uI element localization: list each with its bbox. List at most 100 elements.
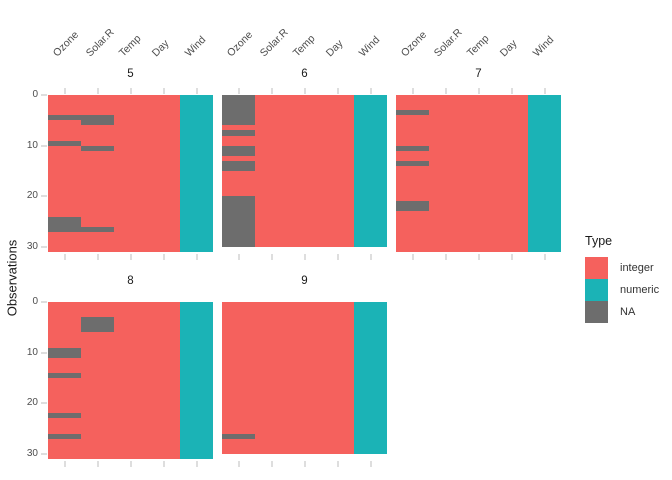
x-axis-tick-top	[336, 88, 339, 94]
x-axis-tick-top	[444, 88, 447, 94]
tiles-na-ozone	[222, 95, 255, 126]
tiles-na-solarr	[81, 226, 114, 232]
x-axis-tick-bottom	[237, 461, 240, 467]
y-axis-tick-label: 20	[26, 397, 38, 409]
facet-panel-7	[396, 95, 561, 252]
y-axis-tick	[41, 245, 47, 248]
x-axis-tick-bottom	[369, 461, 372, 467]
x-axis-label-solarr: Solar.R	[431, 26, 465, 60]
tiles-na-ozone	[222, 196, 255, 247]
facet-panel-8	[48, 302, 213, 459]
x-axis-tick-bottom	[270, 254, 273, 260]
tiles-na-ozone	[48, 372, 81, 378]
x-axis-tick-bottom	[195, 461, 198, 467]
x-axis-label-solarr: Solar.R	[83, 26, 117, 60]
y-axis-tick-label: 30	[26, 447, 38, 459]
x-axis-tick-top	[543, 88, 546, 94]
x-axis-tick-bottom	[162, 254, 165, 260]
x-axis-tick-bottom	[477, 254, 480, 260]
facet-strip-label-7: 7	[475, 68, 482, 80]
tiles-na-ozone	[222, 145, 255, 156]
facet-strip-label-9: 9	[301, 275, 308, 287]
x-axis-label-wind: Wind	[182, 33, 208, 60]
x-axis-tick-top	[63, 88, 66, 94]
x-axis-tick-top	[162, 88, 165, 94]
legend-entry-na: NA	[585, 301, 659, 323]
tiles-na-ozone	[48, 140, 81, 146]
x-axis-label-temp: Temp	[464, 32, 491, 60]
y-axis-tick	[41, 144, 47, 147]
tiles-na-solarr	[81, 115, 114, 126]
legend-entries: integer numeric NA	[585, 257, 659, 323]
tiles-na-solarr	[81, 145, 114, 151]
x-axis-tick-bottom	[129, 254, 132, 260]
legend-swatch-integer	[585, 257, 608, 279]
x-axis-tick-bottom	[411, 254, 414, 260]
x-axis-tick-bottom	[336, 461, 339, 467]
x-axis-tick-bottom	[63, 254, 66, 260]
x-axis-label-day: Day	[323, 37, 346, 60]
tiles-numeric-wind	[354, 302, 387, 454]
x-axis-tick-bottom	[510, 254, 513, 260]
legend-label: numeric	[620, 284, 660, 296]
tiles-na-ozone	[48, 216, 81, 232]
x-axis-tick-bottom	[162, 461, 165, 467]
tiles-na-ozone	[48, 347, 81, 358]
x-axis-label-ozone: Ozone	[224, 28, 255, 60]
legend-title: Type	[585, 234, 613, 248]
x-axis-tick-bottom	[195, 254, 198, 260]
y-axis-tick-label: 0	[32, 296, 38, 307]
x-axis-label-solarr: Solar.R	[257, 26, 291, 60]
legend-swatch-na	[585, 301, 608, 323]
tiles-na-ozone	[222, 160, 255, 171]
y-axis-tick-label: 10	[26, 346, 38, 358]
y-axis-tick	[41, 94, 47, 96]
y-axis-tick	[41, 195, 47, 198]
y-axis-tick	[41, 351, 47, 354]
x-axis-label-temp: Temp	[290, 32, 317, 60]
tiles-na-solarr	[81, 317, 114, 333]
facet-panel-5	[48, 95, 213, 252]
legend: Type integer numeric NA	[585, 234, 659, 323]
y-axis-tick	[41, 301, 47, 303]
facet-panel-9	[222, 302, 387, 459]
tiles-na-ozone	[48, 115, 81, 121]
x-axis-tick-top	[195, 88, 198, 94]
tiles-na-ozone	[222, 130, 255, 136]
legend-entry-integer: integer	[585, 257, 659, 279]
legend-swatch-numeric	[585, 279, 608, 301]
tiles-na-ozone	[396, 160, 429, 166]
x-axis-tick-bottom	[63, 461, 66, 467]
facet-strip-label-5: 5	[127, 68, 134, 80]
x-axis-label-wind: Wind	[356, 33, 382, 60]
tiles-na-ozone	[222, 433, 255, 439]
x-axis-tick-top	[237, 88, 240, 94]
x-axis-tick-bottom	[96, 254, 99, 260]
x-axis-tick-bottom	[543, 254, 546, 260]
legend-label: NA	[620, 306, 636, 318]
facet-strip-label-6: 6	[301, 68, 308, 80]
tiles-numeric-wind	[528, 95, 561, 252]
x-axis-tick-top	[129, 88, 132, 94]
x-axis-tick-bottom	[303, 254, 306, 260]
x-axis-label-day: Day	[497, 37, 520, 60]
x-axis-tick-top	[411, 88, 414, 94]
x-axis-tick-top	[477, 88, 480, 94]
x-axis-tick-bottom	[270, 461, 273, 467]
x-axis-tick-bottom	[237, 254, 240, 260]
x-axis-tick-bottom	[369, 254, 372, 260]
x-axis-tick-bottom	[444, 254, 447, 260]
x-axis-tick-bottom	[96, 461, 99, 467]
x-axis-label-ozone: Ozone	[398, 28, 429, 60]
x-axis-tick-bottom	[129, 461, 132, 467]
facet-strip-label-8: 8	[127, 275, 134, 287]
tiles-na-ozone	[396, 201, 429, 212]
tiles-numeric-wind	[354, 95, 387, 247]
y-axis-tick-label: 10	[26, 139, 38, 151]
y-axis-tick-label: 0	[32, 89, 38, 100]
x-axis-tick-top	[303, 88, 306, 94]
y-axis-tick-label: 30	[26, 240, 38, 252]
tiles-numeric-wind	[180, 302, 213, 459]
tiles-numeric-wind	[180, 95, 213, 252]
